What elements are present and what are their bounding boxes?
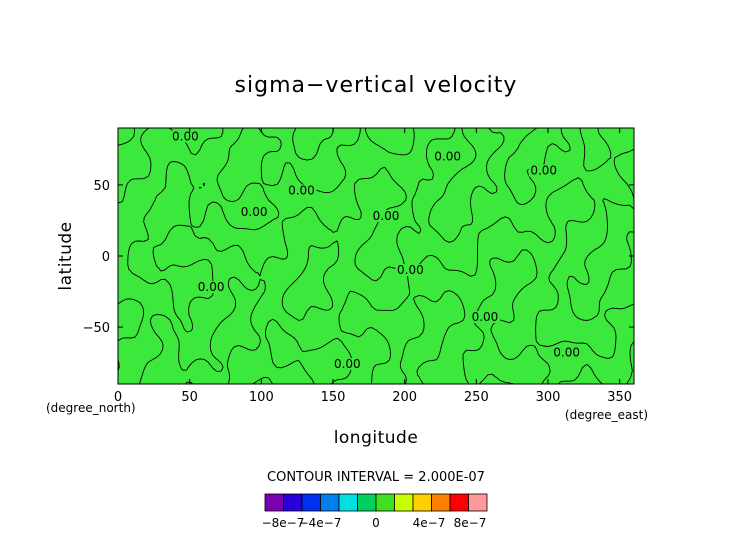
colorbar-swatch (468, 493, 488, 512)
contour-labels: 0.00 0.00 0.00 0.00 0.00 0.00 0.00 0.00 0.00 0.00… (170, 129, 582, 371)
y-tick-label: 0 (102, 250, 110, 265)
chart-title: sigma−vertical velocity (235, 73, 518, 98)
colorbar (264, 493, 488, 512)
colorbar-swatch (431, 493, 451, 512)
colorbar-swatch (283, 493, 303, 512)
x-tick-label: 300 (536, 390, 561, 405)
colorbar-swatch (264, 493, 284, 512)
contour-label: 0.00 (472, 310, 499, 324)
colorbar-swatch (375, 493, 395, 512)
contour-label: 0.00 (553, 346, 580, 360)
colorbar-swatch (449, 493, 469, 512)
colorbar-swatch (320, 493, 340, 512)
y-tick-label: 50 (93, 179, 110, 194)
contour-label-bg (551, 346, 582, 359)
contour-label: 0.00 (288, 183, 315, 197)
colorbar-tick-labels: −8e−7−4e−7 0 4e−7 8e−7 (262, 516, 487, 530)
colorbar-swatch (357, 493, 377, 512)
contour-label-bg (395, 264, 426, 277)
contour-label: 0.00 (241, 205, 268, 219)
x-tick-label: 350 (607, 390, 632, 405)
y-tick-label: −50 (83, 321, 110, 336)
x-tick-label: 150 (321, 390, 346, 405)
contour-label-bg (371, 210, 402, 223)
contour-label-bg (196, 281, 227, 294)
contour-label-bg (469, 311, 500, 323)
colorbar-tick-label: 0 (372, 516, 380, 530)
contour-label: 0.00 (530, 164, 557, 178)
x-unit-label: (degree_east) (565, 408, 648, 422)
contour-label-bg (239, 205, 270, 218)
colorbar-tick-label: 8e−7 (454, 516, 487, 530)
x-tick-label: 50 (181, 390, 198, 405)
colorbar-tick-label: −4e−7 (299, 516, 342, 530)
y-axis-label: latitude (56, 221, 76, 290)
contour-label-bg (332, 357, 363, 370)
contour-label: 0.00 (334, 357, 361, 371)
colorbar-swatch (301, 493, 321, 512)
x-tick-label: 0 (114, 390, 122, 405)
x-axis-label: longitude (334, 428, 419, 448)
contour-label: 0.00 (373, 209, 400, 223)
zero-contour-line (117, 127, 635, 385)
contour-label-bg (528, 164, 559, 177)
colorbar-swatch (394, 493, 414, 512)
contour-label: 0.00 (198, 280, 225, 294)
colorbar-swatch (338, 493, 358, 512)
x-tick-label: 200 (392, 390, 417, 405)
contour-label-bg (432, 150, 463, 163)
x-axis-ticks: 0 50 100 150 200 250 300 350 (114, 128, 632, 405)
x-tick-label: 250 (464, 390, 489, 405)
contour-label-bg (170, 130, 201, 143)
y-unit-label: (degree_north) (46, 401, 136, 415)
colorbar-tick-label: −8e−7 (262, 516, 305, 530)
x-tick-label: 100 (249, 390, 274, 405)
contour-label: 0.00 (434, 149, 461, 163)
contour-label: 0.00 (397, 263, 424, 277)
y-axis-ticks: −50 0 50 (83, 179, 634, 336)
colorbar-tick-label: 4e−7 (413, 516, 446, 530)
contour-lines (117, 127, 635, 385)
colorbar-swatch (412, 493, 432, 512)
contour-label: 0.00 (172, 129, 199, 143)
contour-interval-text: CONTOUR INTERVAL = 2.000E-07 (267, 470, 485, 485)
contour-label-bg (286, 184, 317, 197)
